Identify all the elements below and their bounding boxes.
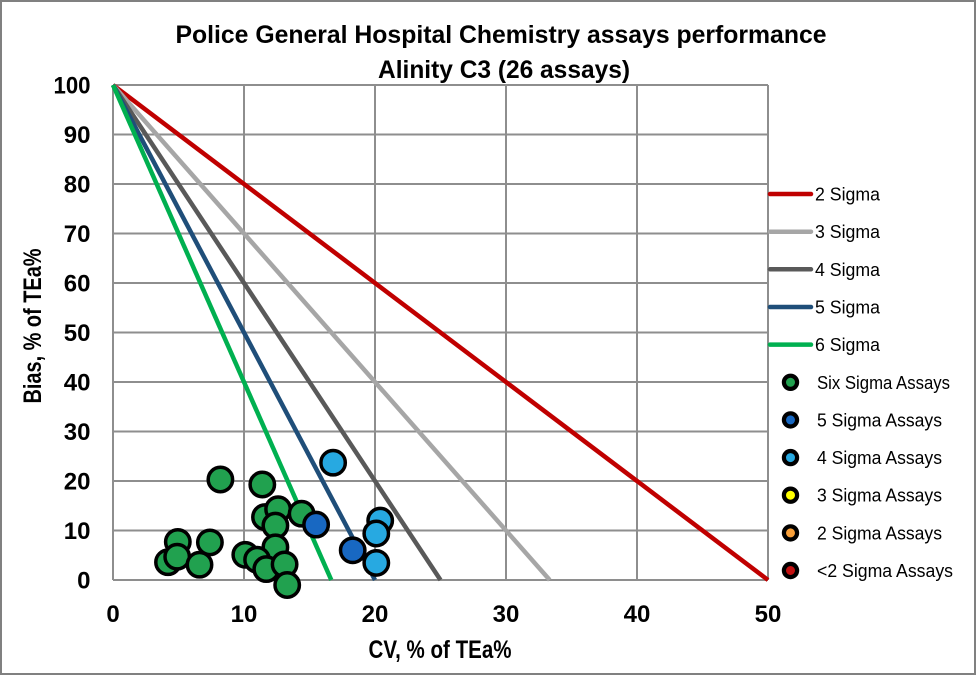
svg-text:4 Sigma Assays: 4 Sigma Assays [817, 447, 942, 468]
svg-text:10: 10 [231, 601, 258, 628]
svg-text:Six Sigma Assays: Six Sigma Assays [817, 372, 950, 393]
svg-text:0: 0 [77, 567, 90, 594]
svg-text:Police General Hospital Chemis: Police General Hospital Chemistry assays… [176, 21, 827, 49]
svg-text:30: 30 [64, 419, 91, 446]
svg-text:70: 70 [64, 221, 91, 248]
svg-text:40: 40 [64, 369, 91, 396]
svg-text:5 Sigma: 5 Sigma [815, 297, 881, 318]
svg-text:50: 50 [64, 320, 91, 347]
svg-text:3 Sigma Assays: 3 Sigma Assays [817, 485, 942, 506]
svg-text:<2 Sigma Assays: <2 Sigma Assays [817, 560, 953, 581]
svg-text:20: 20 [64, 468, 91, 495]
svg-text:Bias, % of TEa%: Bias, % of TEa% [19, 249, 47, 404]
svg-text:20: 20 [362, 601, 389, 628]
svg-text:Alinity C3 (26 assays): Alinity C3 (26 assays) [378, 56, 630, 84]
svg-text:100: 100 [54, 72, 91, 99]
svg-text:6 Sigma: 6 Sigma [815, 334, 881, 355]
svg-text:5 Sigma Assays: 5 Sigma Assays [817, 409, 942, 430]
svg-text:2 Sigma Assays: 2 Sigma Assays [817, 522, 942, 543]
svg-text:10: 10 [64, 518, 91, 545]
svg-text:40: 40 [624, 601, 651, 628]
svg-text:CV, % of TEa%: CV, % of TEa% [369, 636, 512, 664]
svg-text:60: 60 [64, 270, 91, 297]
svg-text:3 Sigma: 3 Sigma [815, 221, 881, 242]
svg-text:50: 50 [755, 601, 782, 628]
svg-text:4 Sigma: 4 Sigma [815, 259, 881, 280]
svg-text:2 Sigma: 2 Sigma [815, 184, 881, 205]
svg-text:0: 0 [106, 601, 119, 628]
svg-text:30: 30 [493, 601, 520, 628]
svg-text:80: 80 [64, 171, 91, 198]
svg-text:90: 90 [64, 122, 91, 149]
